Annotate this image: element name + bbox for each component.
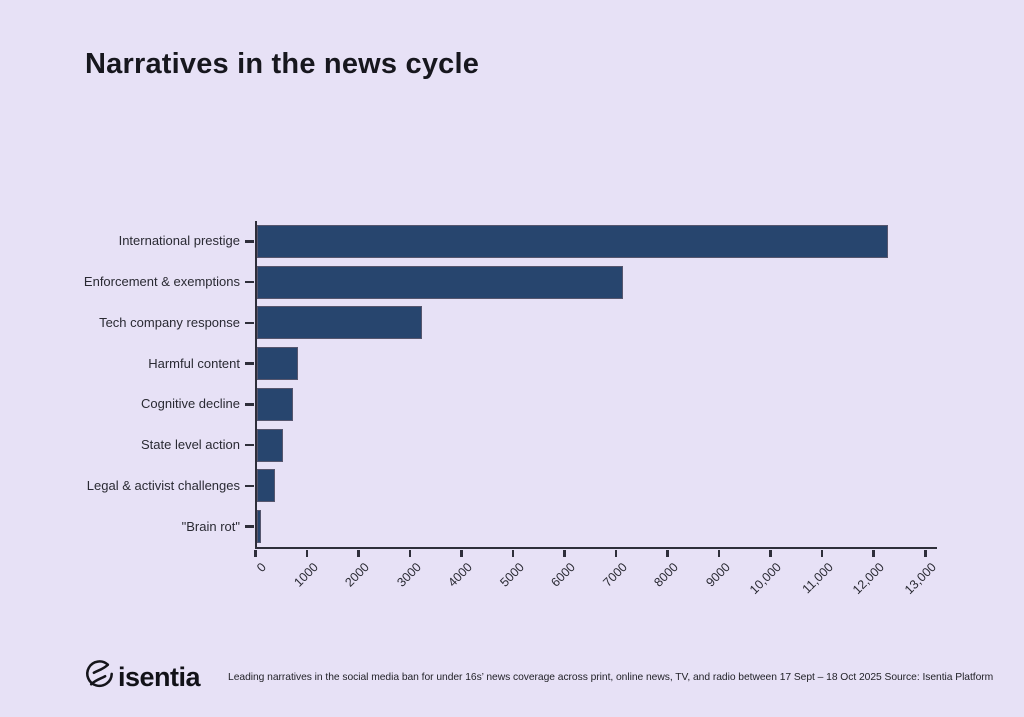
isentia-logo-text: isentia — [118, 661, 201, 692]
x-tick-mark — [254, 549, 257, 557]
y-tick-mark — [245, 403, 254, 406]
bar-1 — [257, 224, 889, 258]
x-tick-label: 3000 — [393, 560, 424, 590]
x-tick-mark — [511, 549, 515, 557]
footer: isentia Leading narratives in the social… — [84, 655, 993, 699]
y-tick-mark — [245, 321, 254, 325]
x-tick-label: 5000 — [497, 560, 527, 590]
x-tick-mark — [408, 549, 412, 557]
x-tick-label: 10,000 — [747, 560, 785, 597]
x-tick-mark — [872, 549, 875, 557]
x-tick-mark — [460, 549, 463, 557]
y-tick-mark — [245, 280, 254, 284]
y-axis-label: Legal & activist challenges — [86, 477, 240, 493]
x-tick-label: 6000 — [548, 560, 579, 590]
bar-6 — [257, 428, 283, 462]
plot-area — [255, 221, 937, 549]
chart-caption: Leading narratives in the social media b… — [228, 671, 994, 683]
y-axis-label: Harmful content — [148, 355, 240, 371]
page-title: Narratives in the news cycle — [85, 48, 480, 80]
y-tick-mark — [245, 525, 254, 528]
y-axis-label: Enforcement & exemptions — [83, 274, 240, 290]
x-tick-label: 9000 — [703, 560, 733, 590]
y-axis-label: International prestige — [118, 233, 240, 249]
x-tick-label: 13,000 — [901, 560, 939, 597]
x-tick-mark — [769, 549, 772, 557]
x-tick-label: 4000 — [445, 560, 476, 590]
x-tick-label: 0 — [254, 560, 269, 575]
y-axis-label: "Brain rot" — [181, 518, 240, 534]
x-tick-label: 12,000 — [850, 560, 888, 597]
bar-4 — [257, 347, 299, 381]
x-tick-mark — [357, 549, 360, 557]
isentia-swirl-icon — [84, 659, 115, 695]
bar-5 — [257, 387, 294, 421]
bar-3 — [257, 306, 422, 340]
x-tick-mark — [614, 549, 618, 557]
x-tick-mark — [305, 549, 309, 557]
bar-2 — [257, 265, 623, 299]
y-tick-mark — [245, 362, 254, 365]
x-tick-label: 1000 — [290, 560, 321, 590]
y-axis-label: Cognitive decline — [140, 396, 240, 412]
y-tick-mark — [245, 443, 254, 447]
x-tick-mark — [666, 549, 669, 557]
x-tick-mark — [820, 549, 824, 557]
x-tick-mark — [563, 549, 566, 557]
y-tick-mark — [245, 240, 254, 243]
y-tick-mark — [245, 484, 254, 488]
bar-8 — [257, 510, 262, 544]
bar-7 — [257, 469, 276, 503]
y-axis-label: State level action — [140, 437, 240, 453]
y-axis-label: Tech company response — [99, 314, 240, 330]
isentia-logo: isentia — [84, 659, 201, 695]
x-tick-label: 7000 — [600, 560, 630, 590]
x-tick-mark — [924, 549, 927, 557]
x-tick-label: 11,000 — [799, 560, 836, 597]
x-tick-mark — [717, 549, 721, 557]
x-tick-label: 8000 — [651, 560, 682, 590]
x-tick-label: 2000 — [342, 560, 372, 590]
